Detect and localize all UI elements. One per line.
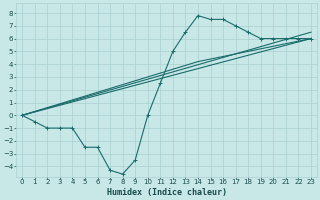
X-axis label: Humidex (Indice chaleur): Humidex (Indice chaleur) bbox=[107, 188, 227, 197]
